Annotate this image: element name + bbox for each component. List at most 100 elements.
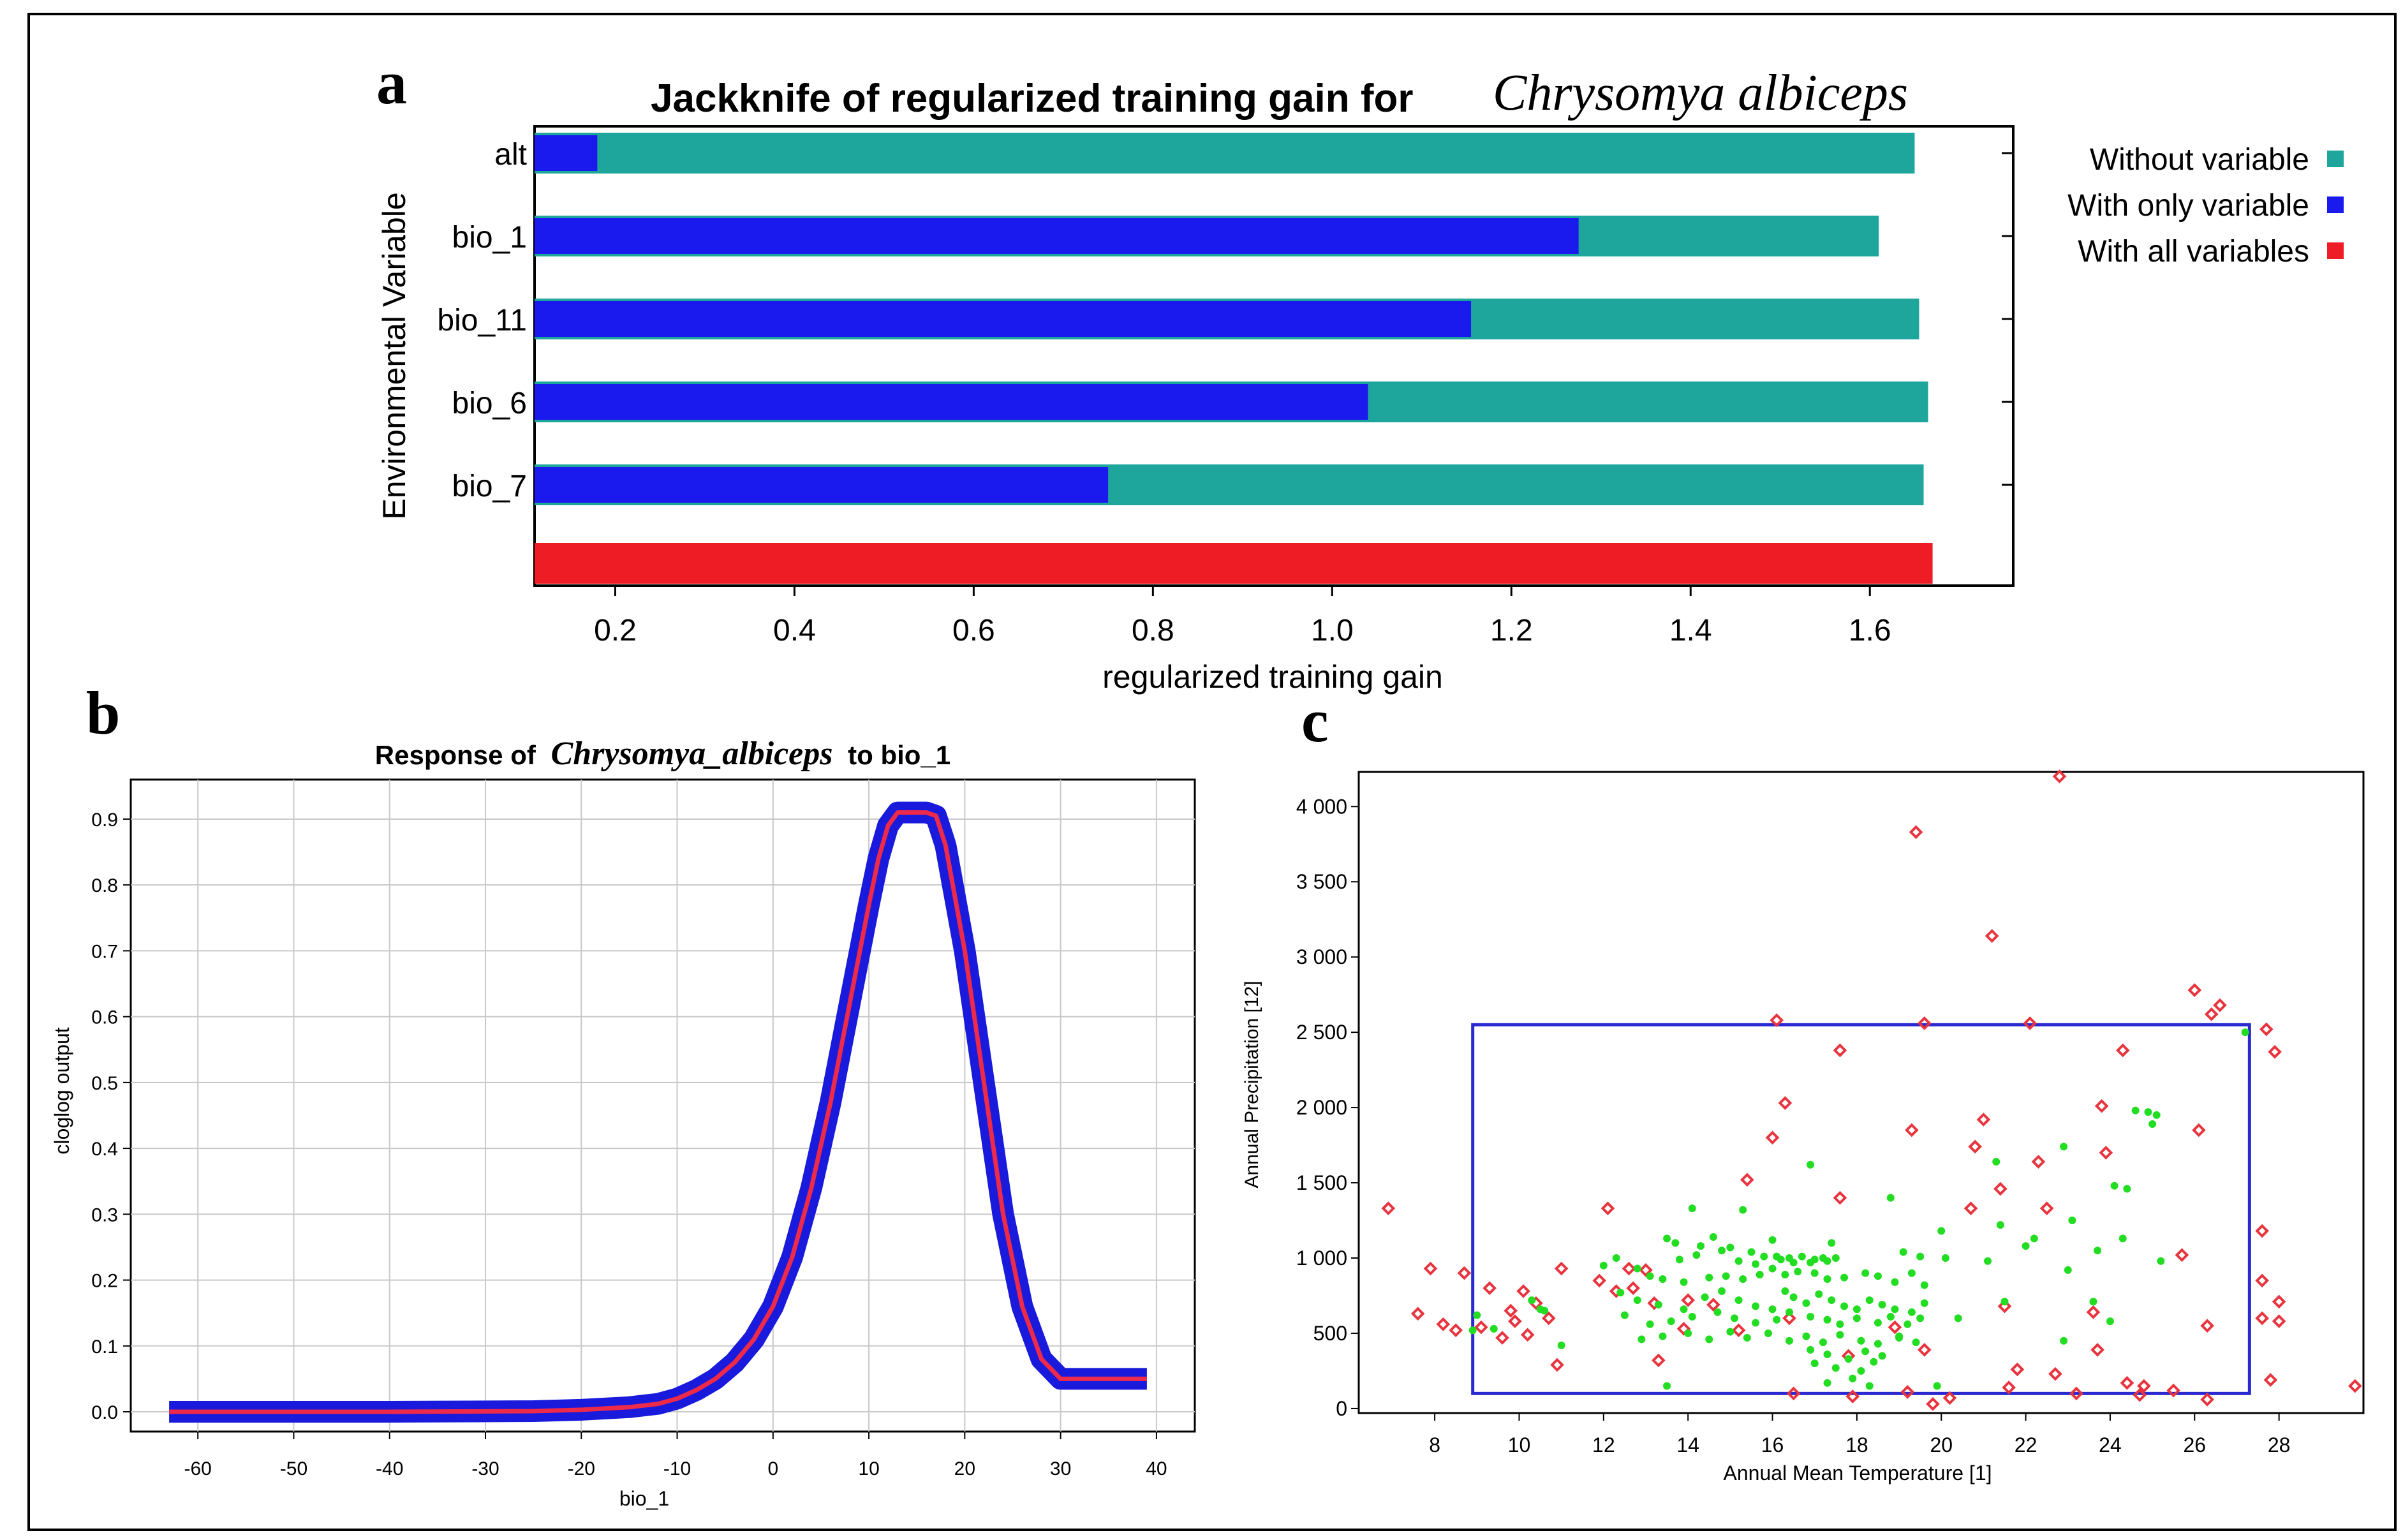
point-green <box>1802 1299 1810 1307</box>
point-green <box>1768 1236 1777 1244</box>
point-green <box>1798 1252 1806 1261</box>
point-green <box>2131 1106 2140 1114</box>
point-green <box>1747 1248 1756 1256</box>
point-red <box>2086 1305 2101 1319</box>
point-green <box>1468 1326 1477 1335</box>
point-red <box>2255 1311 2270 1326</box>
panel-b-x-axis-label: bio_1 <box>619 1487 669 1510</box>
point-red <box>1541 1311 1556 1326</box>
panel-b-title: Response of Chrysomya_albiceps to bio_1 <box>375 736 950 772</box>
bar-only-bio_7 <box>535 467 1109 503</box>
point-green <box>1823 1379 1831 1387</box>
point-green <box>1490 1324 1498 1333</box>
legend-label: With only variable <box>2067 189 2309 223</box>
panel-a-jackknife-chart: a Jackknife of regularized training gain… <box>376 48 2344 695</box>
point-green <box>1726 1243 1734 1252</box>
mean-response-line <box>169 810 1147 1414</box>
point-green <box>1705 1273 1713 1282</box>
point-red <box>1976 1113 1991 1127</box>
point-green <box>1874 1272 1882 1280</box>
point-red <box>1782 1311 1796 1326</box>
point-green <box>1861 1347 1870 1356</box>
x-tick-label: 40 <box>1146 1458 1167 1479</box>
point-green <box>1920 1299 1928 1307</box>
y-tick-label: 3 500 <box>1296 870 1347 893</box>
point-red <box>2255 1224 2270 1238</box>
point-green <box>1789 1293 1798 1301</box>
point-red <box>1436 1317 1451 1331</box>
point-green <box>1941 1254 1949 1262</box>
panel-b-y-axis-label: cloglog output <box>50 1027 73 1154</box>
point-red <box>2069 1386 2083 1401</box>
point-green <box>1819 1338 1827 1347</box>
point-green <box>1789 1259 1798 1267</box>
x-tick-label: 0.6 <box>952 614 995 648</box>
x-tick-label: -60 <box>184 1458 212 1479</box>
point-green <box>1886 1313 1895 1321</box>
point-green <box>1937 1227 1946 1235</box>
point-green <box>1734 1257 1743 1265</box>
point-green <box>1781 1287 1789 1295</box>
category-label-bio_1: bio_1 <box>452 221 527 255</box>
point-red <box>1917 1343 1932 1357</box>
point-red <box>2002 1381 2016 1395</box>
point-green <box>1616 1289 1625 1297</box>
point-red <box>1942 1391 1957 1405</box>
panel-c-y-axis-label: Annual Precipitation [12] <box>1241 981 1262 1188</box>
panel-c-environment-scatter: c 8 10 12 14 16 18 20 22 24 26 28 0 500 1 000 1 500 2 … <box>1241 686 2365 1484</box>
panel-a-legend: Without variable With only variable With a… <box>2067 143 2344 269</box>
panel-c-x-tick-labels: 8 10 12 14 16 18 20 22 24 26 28 <box>1429 1413 2290 1456</box>
y-tick-label: 2 500 <box>1296 1021 1347 1044</box>
x-tick-label: 20 <box>954 1458 975 1479</box>
point-green <box>2030 1234 2038 1243</box>
point-green <box>1794 1268 1802 1276</box>
bar-only-bio_6 <box>535 384 1368 420</box>
point-green <box>1701 1293 1709 1301</box>
point-red <box>1626 1281 1640 1296</box>
y-tick-label: 0.2 <box>91 1271 118 1292</box>
point-red <box>1676 1322 1691 1336</box>
point-green <box>2022 1242 2030 1250</box>
point-green <box>1861 1269 1870 1277</box>
point-green <box>1743 1334 1751 1342</box>
point-green <box>2148 1120 2157 1129</box>
point-green <box>1996 1221 2004 1229</box>
point-green <box>1933 1382 1941 1390</box>
y-tick-label: 0.5 <box>91 1073 118 1094</box>
panel-a-x-tick-labels: 0.2 0.4 0.6 0.8 1.0 1.2 1.4 1.6 <box>594 586 1891 648</box>
point-green <box>1654 1301 1662 1309</box>
point-green <box>1857 1336 1865 1345</box>
point-green <box>1984 1257 1992 1265</box>
point-green <box>1865 1296 1874 1305</box>
point-green <box>1659 1275 1667 1284</box>
point-green <box>1663 1234 1671 1243</box>
point-red <box>2010 1362 2025 1377</box>
point-red <box>1622 1261 1636 1276</box>
bar-without-alt <box>535 133 1915 174</box>
legend-swatch <box>2327 151 2344 167</box>
x-tick-label: -10 <box>663 1458 691 1479</box>
point-green <box>1823 1275 1831 1284</box>
category-label-bio_11: bio_11 <box>437 304 527 337</box>
point-green <box>1823 1315 1831 1324</box>
panel-b-title-suffix: to bio_1 <box>848 740 950 770</box>
point-red <box>1495 1331 1509 1345</box>
point-green <box>1840 1302 1849 1310</box>
point-red <box>2272 1294 2286 1309</box>
panel-b-response-curve: b Response of Chrysomya_albiceps to bio_… <box>50 679 1196 1510</box>
point-green <box>1802 1332 1810 1340</box>
point-red <box>1740 1173 1754 1187</box>
point-green <box>1907 1308 1916 1316</box>
point-red <box>1381 1201 1396 1215</box>
panel-c-x-axis-label: Annual Mean Temperature [1] <box>1724 1462 1992 1484</box>
point-red <box>1905 1123 1919 1137</box>
panel-b-title-species: Chrysomya_albiceps <box>551 736 833 772</box>
point-green <box>1739 1275 1747 1284</box>
point-green <box>1786 1336 1793 1345</box>
point-green <box>1768 1264 1777 1273</box>
y-tick-label: 0.4 <box>91 1139 118 1160</box>
panel-a-y-axis-label: Environmental Variable <box>376 192 412 519</box>
y-tick-label: 0.7 <box>91 941 118 962</box>
bar-all-variables <box>535 543 1933 584</box>
point-red <box>1833 1190 1847 1205</box>
